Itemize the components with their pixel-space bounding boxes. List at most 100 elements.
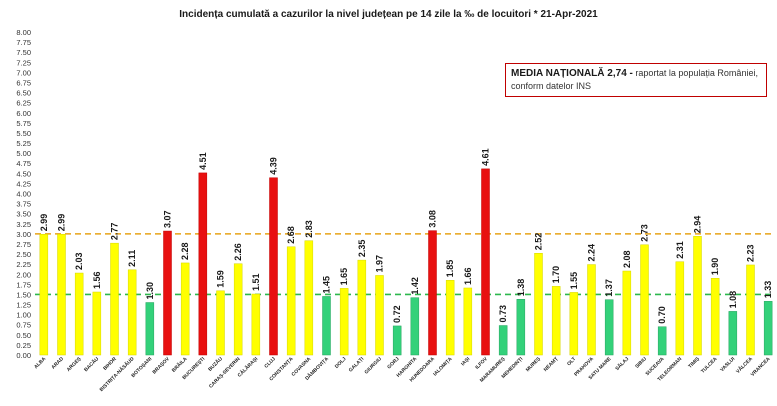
y-tick-label: 1.00 xyxy=(16,311,31,320)
bar xyxy=(640,244,649,356)
value-label: 4.39 xyxy=(269,157,279,175)
y-tick-label: 1.25 xyxy=(16,301,31,310)
bar xyxy=(145,302,155,356)
bar xyxy=(587,264,596,356)
bar xyxy=(710,278,720,356)
y-tick-label: 0.75 xyxy=(16,321,31,330)
x-tick-label: TIMIȘ xyxy=(687,356,701,370)
x-tick-label: ALBA xyxy=(33,356,47,370)
y-tick-label: 1.50 xyxy=(16,290,31,299)
bar xyxy=(463,287,473,356)
x-tick-label: BRAȘOV xyxy=(152,356,172,376)
value-label: 0.72 xyxy=(392,305,402,323)
bar xyxy=(569,292,579,356)
x-tick-label: BIHOR xyxy=(102,356,118,372)
value-label: 1.42 xyxy=(410,277,420,295)
value-label: 2.08 xyxy=(622,250,632,268)
y-tick-label: 7.25 xyxy=(16,58,31,67)
bar xyxy=(675,261,685,356)
y-tick-label: 4.00 xyxy=(16,190,31,199)
value-label: 0.73 xyxy=(498,305,508,323)
x-tick-label: VRANCEA xyxy=(750,356,772,378)
bar xyxy=(233,263,243,356)
value-label: 2.03 xyxy=(74,253,84,271)
y-tick-label: 4.50 xyxy=(16,169,31,178)
value-label: 1.97 xyxy=(375,255,385,273)
bar xyxy=(657,326,667,356)
bar xyxy=(481,168,490,356)
value-label: 3.08 xyxy=(428,210,438,228)
y-tick-label: 0.00 xyxy=(16,351,31,360)
bar xyxy=(622,270,632,356)
y-tick-label: 7.50 xyxy=(16,48,31,57)
x-tick-label: OLT xyxy=(566,356,577,367)
x-tick-label: CLUJ xyxy=(263,356,277,370)
y-tick-label: 7.00 xyxy=(16,68,31,77)
value-label: 1.90 xyxy=(710,258,720,276)
bar xyxy=(74,272,84,356)
value-label: 2.24 xyxy=(587,244,597,262)
reference-lines xyxy=(35,233,775,296)
bar xyxy=(198,172,208,356)
value-label: 2.77 xyxy=(110,223,120,241)
x-tick-label: CARAȘ-SEVERIN xyxy=(208,356,242,390)
x-tick-label: DOLJ xyxy=(334,356,348,370)
value-label: 2.35 xyxy=(357,240,367,258)
value-label: 3.07 xyxy=(163,211,173,229)
value-label: 1.70 xyxy=(551,266,561,284)
bar xyxy=(110,242,119,356)
bar xyxy=(534,253,543,356)
value-label: 1.55 xyxy=(569,272,579,290)
x-tick-label: GORJ xyxy=(386,356,400,370)
bar xyxy=(410,297,420,356)
bar xyxy=(516,299,526,356)
y-tick-label: 6.50 xyxy=(16,89,31,98)
bar xyxy=(693,236,702,356)
y-tick-label: 2.75 xyxy=(16,240,31,249)
bar xyxy=(445,280,455,356)
value-label: 2.83 xyxy=(304,220,314,238)
value-label: 1.85 xyxy=(445,260,455,278)
y-tick-label: 0.25 xyxy=(16,341,31,350)
y-tick-label: 1.75 xyxy=(16,280,31,289)
y-tick-label: 6.00 xyxy=(16,109,31,118)
bar xyxy=(339,288,349,356)
national-average-label: MEDIA NAȚIONALĂ 2,74 - xyxy=(511,68,633,79)
national-average-box: MEDIA NAȚIONALĂ 2,74 - raportat la popul… xyxy=(505,63,767,97)
bar xyxy=(763,301,773,356)
x-tick-label: ARGEȘ xyxy=(66,356,83,373)
y-axis: 0.000.250.500.751.001.25 1.501.752.002.25… xyxy=(16,28,31,360)
bar xyxy=(551,286,561,356)
y-tick-label: 3.50 xyxy=(16,210,31,219)
x-tick-label: IAȘI xyxy=(460,356,472,368)
value-label: 1.08 xyxy=(728,291,738,309)
bar xyxy=(375,275,384,356)
y-tick-label: 7.75 xyxy=(16,38,31,47)
y-tick-label: 5.00 xyxy=(16,149,31,158)
bar xyxy=(498,325,508,356)
bars xyxy=(39,168,773,356)
y-tick-label: 3.00 xyxy=(16,230,31,239)
value-label: 1.37 xyxy=(604,279,614,297)
y-tick-label: 5.25 xyxy=(16,139,31,148)
bar xyxy=(251,293,261,356)
value-label: 2.28 xyxy=(180,242,190,260)
national-average-note-1: raportat la populația României, xyxy=(632,68,758,78)
value-labels: 2.99 2.99 2.03 1.56 2.77 2.11 1.30 3.07 2.28 4.51… xyxy=(39,148,773,323)
y-tick-label: 2.50 xyxy=(16,250,31,259)
x-tick-label: SIBIU xyxy=(634,356,648,370)
y-tick-label: 3.25 xyxy=(16,220,31,229)
x-tick-label: NEAMȚ xyxy=(543,356,560,373)
bar xyxy=(39,234,49,356)
y-tick-label: 8.00 xyxy=(16,28,31,37)
x-tick-label: TULCEA xyxy=(700,356,719,375)
value-label: 1.66 xyxy=(463,267,473,285)
x-tick-label: IALOMIȚA xyxy=(432,356,454,378)
value-label: 1.56 xyxy=(92,271,102,289)
x-tick-label: BACĂU xyxy=(83,355,101,373)
y-tick-label: 4.25 xyxy=(16,179,31,188)
x-tick-label: MUREȘ xyxy=(525,356,542,373)
bar xyxy=(180,262,190,356)
x-tick-label: SĂLAJ xyxy=(614,355,631,372)
